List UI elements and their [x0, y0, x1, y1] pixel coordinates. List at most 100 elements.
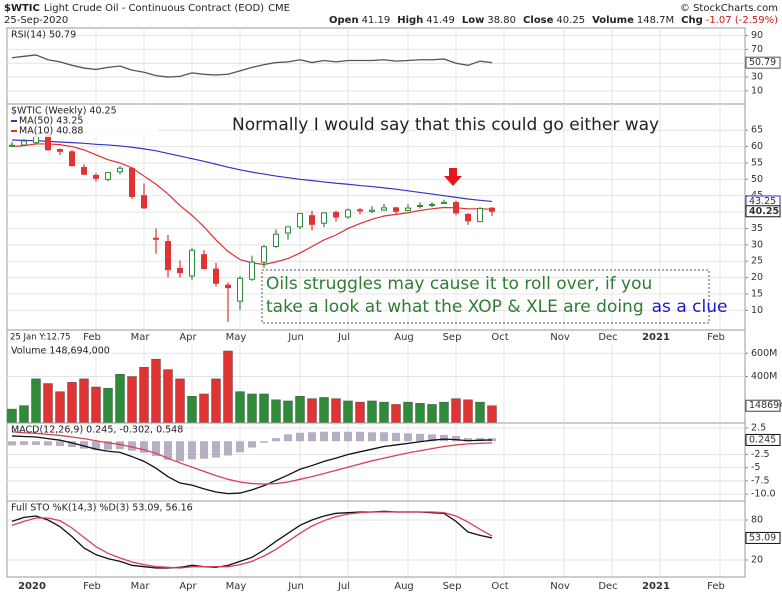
- histogram-bar: [404, 433, 412, 442]
- histogram-bar: [224, 441, 232, 456]
- volume-bar: [415, 403, 425, 423]
- legend-background: [8, 105, 158, 137]
- histogram-bar: [440, 434, 448, 442]
- plots: 9070503010RSI(14) 50.7950.79656055504540…: [7, 28, 782, 592]
- candle-body: [261, 246, 267, 263]
- y-tick-label: 30: [751, 72, 763, 83]
- histogram-bar: [272, 438, 280, 442]
- value-tag-label: 148694: [749, 400, 782, 411]
- x-tick-label: May: [226, 332, 247, 343]
- candle-body: [393, 207, 399, 212]
- histogram-bar: [20, 441, 28, 445]
- candle-body: [81, 167, 87, 175]
- x-tick-label: Feb: [83, 332, 101, 343]
- x-tick-label: Oct: [491, 581, 508, 592]
- stat-label: Volume: [592, 15, 634, 26]
- volume-bar: [331, 398, 341, 423]
- volume-bar: [427, 404, 437, 423]
- y-tick-label: 30: [751, 239, 763, 250]
- candle-body: [201, 254, 207, 270]
- y-tick-label: 55: [751, 157, 763, 168]
- value-tag-label: 0.245: [749, 434, 776, 445]
- volume-bar: [127, 376, 137, 423]
- candle-body: [129, 168, 135, 197]
- x-tick-label: Aug: [394, 332, 414, 343]
- chart-header: $WTIC Light Crude Oil - Continuous Contra…: [4, 3, 290, 14]
- volume-bar: [79, 378, 89, 423]
- histogram-bar: [332, 431, 340, 442]
- value-tag: [745, 531, 781, 544]
- value-tag: [745, 399, 781, 412]
- value-tag-label: 53.09: [749, 532, 776, 543]
- volume-bar: [163, 369, 173, 423]
- histogram-bar: [464, 438, 472, 442]
- series-line: [11, 431, 493, 485]
- y-tick-label: -7.5: [751, 475, 770, 486]
- candle-body: [285, 226, 291, 234]
- y-tick-label: 65: [751, 125, 763, 136]
- stat-value: 40.25: [556, 15, 585, 26]
- histogram-bar: [188, 441, 196, 460]
- candle-body: [69, 151, 75, 167]
- volume-bar: [55, 391, 65, 423]
- copyright: © StockCharts.com: [680, 3, 778, 14]
- histogram-bar: [200, 441, 208, 459]
- y-tick-label: -2.5: [751, 449, 770, 460]
- histogram-bar: [248, 441, 256, 448]
- x-tick-label: Dec: [598, 581, 617, 592]
- histogram-bar: [116, 441, 124, 450]
- legend-label: MA(50) 43.25: [19, 116, 83, 127]
- histogram-bar: [416, 433, 424, 442]
- stat-label: Chg: [681, 15, 703, 26]
- histogram-bar: [488, 438, 496, 442]
- candle-body: [465, 213, 471, 222]
- x-tick-label: Nov: [550, 332, 570, 343]
- histogram-bar: [284, 434, 292, 442]
- value-tag-label: 50.79: [749, 57, 776, 68]
- candle-body: [165, 241, 171, 271]
- candle-body: [177, 267, 183, 274]
- histogram-bar: [152, 441, 160, 457]
- x-tick-label: Jul: [337, 581, 350, 592]
- series-line: [11, 435, 493, 495]
- annotation-arrow: [444, 168, 462, 186]
- histogram-bar: [92, 441, 100, 450]
- x-tick-label: 2021: [642, 581, 670, 592]
- x-tick-label: Nov: [550, 581, 570, 592]
- x-tick-label: Jun: [287, 581, 304, 592]
- volume-bar: [295, 396, 305, 423]
- x-tick-label: Feb: [707, 332, 725, 343]
- stat-value: 41.19: [362, 15, 391, 26]
- volume-bar: [271, 399, 281, 423]
- legend-label: MA(10) 40.88: [19, 126, 83, 137]
- volume-bar: [439, 401, 449, 423]
- overlay: Normally I would say that this could go …: [232, 115, 727, 324]
- candle-body: [117, 167, 123, 173]
- histogram-bar: [80, 441, 88, 449]
- volume-bar: [199, 393, 209, 423]
- histogram-bar: [140, 441, 148, 453]
- series-line: [11, 511, 493, 569]
- histogram-bar: [428, 434, 436, 442]
- x-tick-label: Sep: [443, 581, 462, 592]
- volume-bar: [151, 358, 161, 423]
- stat-label: Close: [523, 15, 554, 26]
- y-tick-label: 25: [751, 256, 763, 267]
- legend: MACD(12,26,9) 0.245, -0.302, 0.548: [11, 425, 183, 436]
- volume-bar: [211, 378, 221, 423]
- volume-bar: [379, 401, 389, 423]
- panel-title: Volume 148,694,000: [11, 346, 110, 357]
- candle-body: [441, 201, 447, 205]
- volume-bar: [43, 383, 53, 423]
- volume-bar: [487, 405, 497, 423]
- candle-body: [369, 209, 375, 212]
- candle-body: [213, 268, 219, 284]
- histogram-bar: [308, 432, 316, 442]
- x-tick-label: Apr: [179, 581, 197, 592]
- y-tick-label: 90: [751, 30, 763, 41]
- y-tick-label: 70: [751, 44, 763, 55]
- histogram-bar: [68, 441, 76, 448]
- volume-bar: [187, 396, 197, 423]
- value-tag-label: 43.25: [749, 196, 776, 207]
